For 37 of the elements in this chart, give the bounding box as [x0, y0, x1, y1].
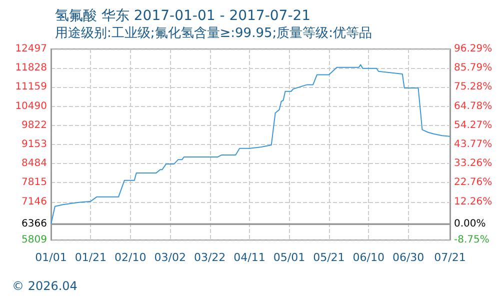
- x-tick-label: 03/22: [194, 251, 226, 264]
- y-tick-label: 12497: [15, 44, 47, 54]
- x-tick-label: 04/11: [234, 251, 266, 264]
- x-tick-label: 02/10: [114, 251, 146, 264]
- x-tick-label: 01/01: [35, 251, 67, 264]
- y2-tick-label: 43.77%: [454, 139, 492, 150]
- y2-tick-label: 12.26%: [454, 196, 492, 208]
- x-tick-label: 06/30: [392, 251, 424, 264]
- x-tick-label: 07/21: [434, 251, 466, 264]
- y-tick-label: 5809: [22, 234, 47, 246]
- x-tick-label: 01/21: [74, 251, 107, 264]
- y-tick-label: 9153: [22, 139, 47, 150]
- y2-tick-label: 75.28%: [454, 82, 492, 93]
- y2-tick-label: 33.26%: [454, 158, 492, 170]
- y-tick-label: 6366: [22, 218, 47, 230]
- y2-tick-label: 0.00%: [454, 218, 486, 230]
- y-tick-label: 9822: [22, 120, 47, 131]
- x-tick-label: 06/10: [352, 251, 384, 264]
- y-tick-label: 7815: [22, 177, 47, 188]
- x-tick-label: 03/02: [154, 251, 186, 264]
- y-tick-label: 8484: [22, 158, 47, 170]
- y2-tick-label: -8.75%: [454, 234, 490, 246]
- y2-tick-label: 85.79%: [454, 62, 492, 74]
- y2-tick-label: 96.29%: [454, 44, 492, 54]
- y-tick-label: 11828: [15, 62, 47, 74]
- y2-tick-label: 64.78%: [454, 100, 492, 112]
- x-tick-label: 05/01: [273, 251, 306, 264]
- y-tick-label: 10490: [15, 100, 47, 112]
- y2-tick-label: 54.27%: [454, 120, 492, 131]
- text: © 2026.04: [12, 279, 78, 293]
- y-tick-label: 7146: [22, 196, 47, 208]
- x-tick-label: 05/21: [313, 251, 345, 264]
- line-series: [50, 64, 450, 225]
- y-tick-label: 11159: [15, 82, 47, 93]
- y2-tick-label: 22.76%: [454, 177, 492, 188]
- chart-subtitle: 用途级别:工业级;氟化氢含量≥:99.95;质量等级:优等品: [55, 26, 372, 41]
- chart-title: 氢氟酸 华东 2017-01-01 - 2017-07-21: [55, 8, 311, 24]
